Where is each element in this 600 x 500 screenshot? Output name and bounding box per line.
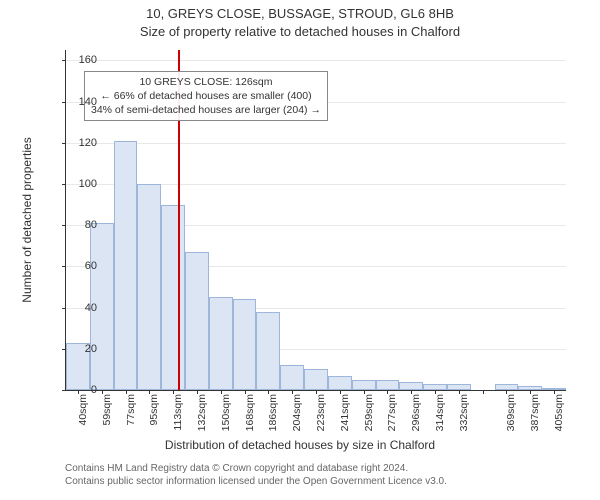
x-tick-label: 314sqm — [434, 394, 446, 444]
y-tick-label: 120 — [67, 137, 97, 149]
y-tick-label: 40 — [67, 302, 97, 314]
y-tick-mark — [62, 266, 66, 267]
plot-area: 10 GREYS CLOSE: 126sqm← 66% of detached … — [65, 50, 566, 391]
x-tick-label: 150sqm — [220, 394, 232, 444]
x-tick-label: 332sqm — [458, 394, 470, 444]
y-tick-label: 20 — [67, 343, 97, 355]
x-tick-mark — [483, 390, 484, 394]
x-tick-label: 204sqm — [291, 394, 303, 444]
histogram-bar — [161, 205, 185, 390]
x-tick-label: 40sqm — [77, 394, 89, 444]
y-gridline — [66, 60, 566, 61]
histogram-bar — [114, 141, 138, 390]
chart-footer: Contains HM Land Registry data © Crown c… — [65, 462, 447, 488]
x-tick-label: 113sqm — [172, 394, 184, 444]
chart-title-address: 10, GREYS CLOSE, BUSSAGE, STROUD, GL6 8H… — [0, 6, 600, 21]
y-axis-label: Number of detached properties — [20, 50, 34, 390]
chart-title-desc: Size of property relative to detached ho… — [0, 24, 600, 39]
histogram-bar — [399, 382, 423, 390]
annotation-line-3: 34% of semi-detached houses are larger (… — [91, 103, 321, 117]
y-tick-label: 60 — [67, 260, 97, 272]
y-tick-mark — [62, 60, 66, 61]
histogram-bar — [280, 365, 304, 390]
y-tick-mark — [62, 184, 66, 185]
histogram-bar — [233, 299, 257, 390]
histogram-bar — [256, 312, 280, 390]
y-tick-mark — [62, 143, 66, 144]
histogram-bar — [137, 184, 161, 390]
histogram-bar — [376, 380, 400, 390]
y-gridline — [66, 143, 566, 144]
y-tick-label: 80 — [67, 219, 97, 231]
x-tick-label: 241sqm — [339, 394, 351, 444]
x-tick-label: 405sqm — [553, 394, 565, 444]
annotation-box: 10 GREYS CLOSE: 126sqm← 66% of detached … — [84, 71, 328, 122]
x-tick-label: 296sqm — [410, 394, 422, 444]
y-tick-label: 100 — [67, 178, 97, 190]
histogram-bar — [352, 380, 376, 390]
annotation-line-1: 10 GREYS CLOSE: 126sqm — [91, 75, 321, 89]
footer-line-1: Contains HM Land Registry data © Crown c… — [65, 462, 447, 475]
x-tick-label: 77sqm — [125, 394, 137, 444]
y-tick-label: 140 — [67, 96, 97, 108]
x-tick-label: 369sqm — [505, 394, 517, 444]
histogram-bar — [185, 252, 209, 390]
histogram-bar — [304, 369, 328, 390]
x-tick-label: 259sqm — [363, 394, 375, 444]
y-tick-mark — [62, 102, 66, 103]
x-tick-label: 59sqm — [101, 394, 113, 444]
x-tick-label: 186sqm — [267, 394, 279, 444]
annotation-line-2: ← 66% of detached houses are smaller (40… — [91, 89, 321, 103]
y-tick-mark — [62, 390, 66, 391]
x-tick-label: 387sqm — [529, 394, 541, 444]
x-tick-label: 132sqm — [196, 394, 208, 444]
y-tick-mark — [62, 225, 66, 226]
x-tick-label: 95sqm — [148, 394, 160, 444]
y-tick-label: 160 — [67, 54, 97, 66]
property-size-chart: 10, GREYS CLOSE, BUSSAGE, STROUD, GL6 8H… — [0, 0, 600, 500]
y-tick-mark — [62, 308, 66, 309]
histogram-bar — [328, 376, 352, 390]
footer-line-2: Contains public sector information licen… — [65, 475, 447, 488]
histogram-bar — [209, 297, 233, 390]
x-tick-label: 168sqm — [244, 394, 256, 444]
x-tick-label: 223sqm — [315, 394, 327, 444]
x-tick-label: 277sqm — [386, 394, 398, 444]
